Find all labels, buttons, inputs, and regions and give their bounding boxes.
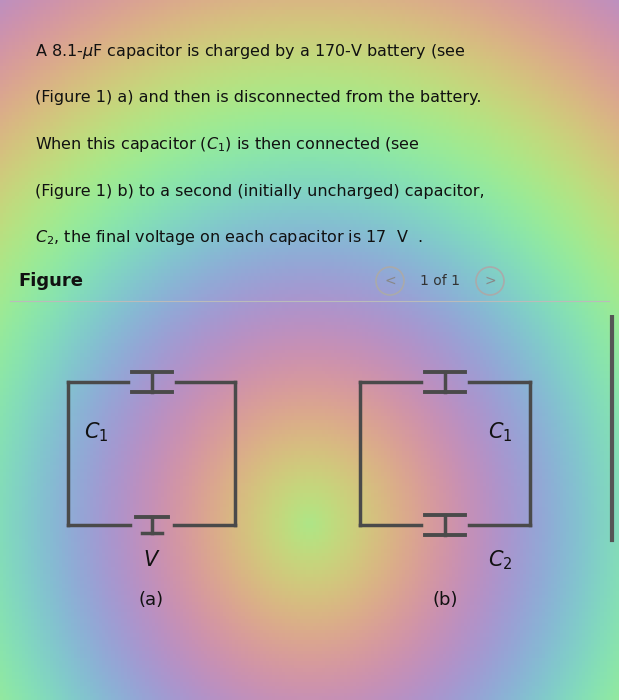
Text: A 8.1-$\mu$F capacitor is charged by a 170-V battery (see: A 8.1-$\mu$F capacitor is charged by a 1… xyxy=(35,42,466,61)
Text: (a): (a) xyxy=(139,591,164,609)
Text: 1 of 1: 1 of 1 xyxy=(420,274,460,288)
Text: (Figure 1) a) and then is disconnected from the battery.: (Figure 1) a) and then is disconnected f… xyxy=(35,90,482,106)
Text: (b): (b) xyxy=(432,591,457,609)
Text: $C_2$, the final voltage on each capacitor is 17  V  .: $C_2$, the final voltage on each capacit… xyxy=(35,228,423,247)
Text: >: > xyxy=(484,274,496,288)
Text: $C_2$: $C_2$ xyxy=(488,548,513,572)
Text: $C_1$: $C_1$ xyxy=(84,420,109,444)
Text: $C_1$: $C_1$ xyxy=(488,420,513,444)
Text: Figure: Figure xyxy=(18,272,83,290)
Text: $V$: $V$ xyxy=(143,550,160,570)
Text: (Figure 1) b) to a second (initially uncharged) capacitor,: (Figure 1) b) to a second (initially unc… xyxy=(35,183,485,199)
Text: When this capacitor ($C_1$) is then connected (see: When this capacitor ($C_1$) is then conn… xyxy=(35,135,420,154)
Text: <: < xyxy=(384,274,396,288)
